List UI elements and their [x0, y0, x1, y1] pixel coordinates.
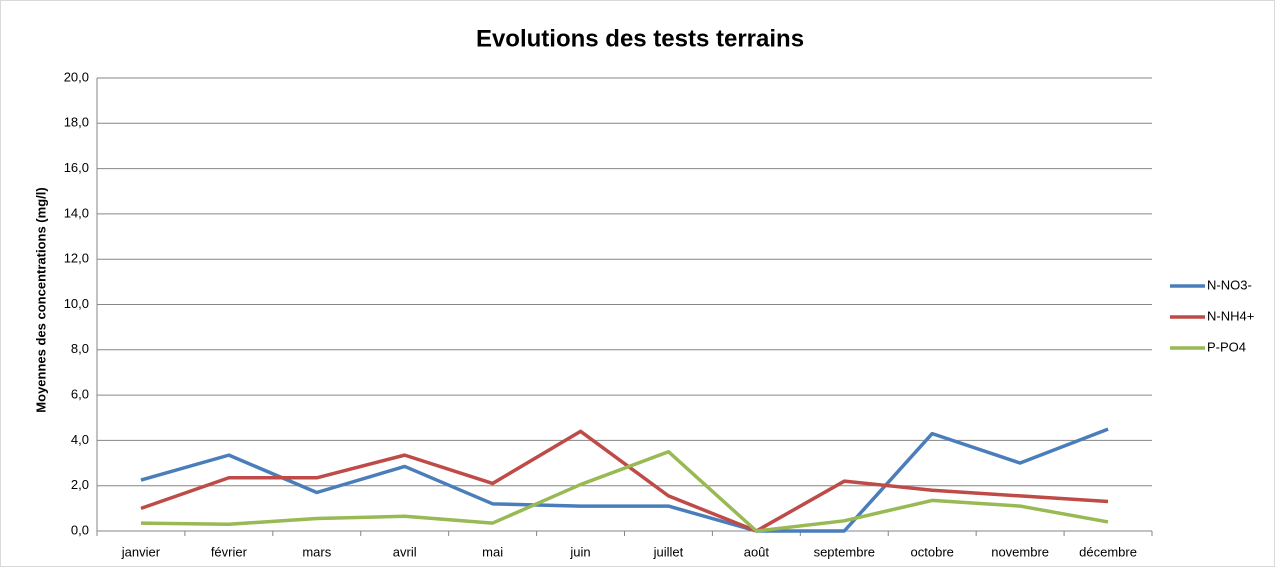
x-tick-label: octobre	[911, 544, 954, 559]
chart-title: Evolutions des tests terrains	[476, 25, 804, 52]
x-tick-label: juillet	[653, 544, 684, 559]
y-tick-label: 12,0	[64, 251, 89, 266]
series-line	[140, 429, 1109, 533]
y-tick-label: 10,0	[64, 296, 89, 311]
y-tick-label: 8,0	[71, 341, 89, 356]
y-tick-label: 20,0	[64, 69, 89, 84]
y-tick-label: 2,0	[71, 477, 89, 492]
x-tick-label: décembre	[1079, 544, 1137, 559]
legend-label: N-NO3-	[1207, 277, 1252, 292]
y-tick-label: 6,0	[71, 387, 89, 402]
y-tick-label: 18,0	[64, 115, 89, 130]
x-tick-label: janvier	[121, 544, 161, 559]
x-tick-label: mai	[482, 544, 503, 559]
x-tick-label: septembre	[814, 544, 875, 559]
series-line	[140, 449, 1109, 533]
x-tick-label: juin	[569, 544, 590, 559]
x-tick-label: août	[744, 544, 770, 559]
y-tick-label: 16,0	[64, 160, 89, 175]
x-tick-label: février	[211, 544, 248, 559]
x-tick-label: mars	[302, 544, 331, 559]
y-tick-label: 14,0	[64, 205, 89, 220]
y-tick-label: 0,0	[71, 522, 89, 537]
x-tick-label: avril	[393, 544, 417, 559]
legend-label: P-PO4	[1207, 339, 1246, 354]
series-line	[140, 427, 1109, 533]
x-tick-label: novembre	[991, 544, 1049, 559]
y-tick-label: 4,0	[71, 432, 89, 447]
y-axis-label: Moyennes des concentrations (mg/l)	[33, 187, 48, 412]
legend-label: N-NH4+	[1207, 308, 1254, 323]
